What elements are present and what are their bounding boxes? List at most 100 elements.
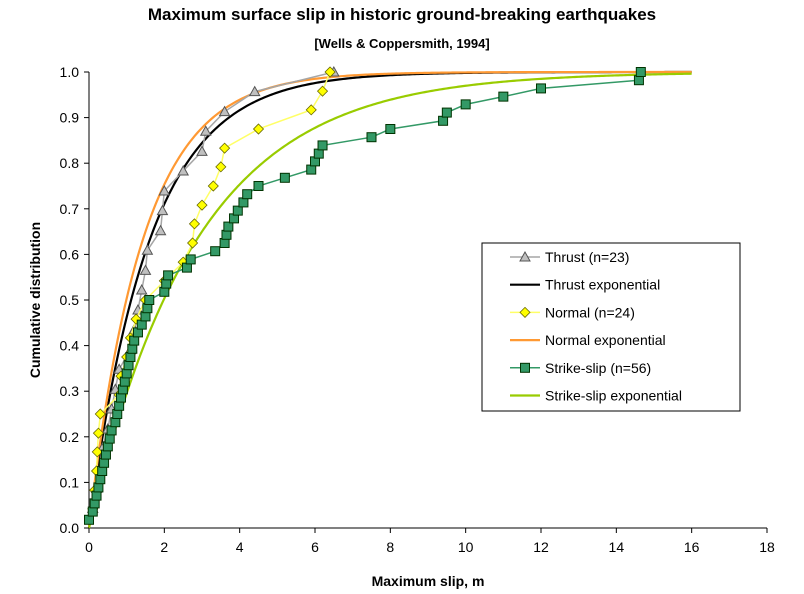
data-point-thrust: [135, 283, 148, 295]
data-point-normal: [207, 180, 219, 192]
y-tick-label: 0.3: [60, 383, 80, 399]
data-point-strike-slip: [253, 181, 264, 191]
data-point-strike-slip: [223, 221, 234, 232]
data-point-thrust: [248, 85, 261, 97]
data-point-normal: [92, 427, 104, 439]
legend-label: Thrust (n=23): [545, 249, 629, 265]
x-tick-label: 18: [759, 539, 775, 555]
data-point-strike-slip: [232, 205, 243, 216]
data-point-strike-slip: [129, 335, 140, 346]
chart-subtitle: [Wells & Coppersmith, 1994]: [314, 36, 490, 51]
curve-normal-exponential: [87, 70, 692, 529]
data-point-strike-slip: [238, 197, 249, 208]
data-point-strike-slip: [136, 319, 147, 330]
data-point-thrust: [196, 145, 208, 156]
y-axis-title: Cumulative distribution: [27, 222, 43, 378]
data-point-strike-slip: [181, 262, 192, 273]
data-point-strike-slip: [87, 506, 98, 517]
data-point-normal: [316, 85, 329, 97]
data-point-strike-slip: [385, 124, 396, 134]
x-tick-label: 8: [386, 539, 394, 555]
data-point-normal: [91, 446, 103, 458]
legend-box: [481, 242, 741, 412]
x-axis-title: Maximum slip, m: [372, 573, 485, 589]
legend-marker: [519, 250, 531, 262]
data-point-strike-slip: [210, 246, 221, 257]
data-point-strike-slip: [93, 482, 104, 493]
legend-item: Thrust exponential: [510, 277, 660, 293]
legend-item: Normal (n=24): [510, 304, 635, 320]
data-point-strike-slip: [142, 303, 153, 314]
curve-strike-slip-exponential: [87, 72, 692, 529]
data-point-strike-slip: [536, 83, 546, 94]
data-point-thrust: [139, 264, 152, 275]
data-point-strike-slip: [441, 107, 452, 118]
legend: Thrust (n=23) Thrust exponential Normal (n…: [481, 242, 741, 412]
fit-curves: [87, 70, 692, 529]
data-point-normal: [219, 142, 231, 154]
x-tick-label: 0: [85, 539, 93, 555]
data-point-strike-slip: [221, 229, 232, 240]
data-point-strike-slip: [121, 368, 132, 379]
data-point-strike-slip: [110, 417, 121, 428]
data-point-thrust: [199, 125, 212, 136]
x-axis: 0 2 4 6 8 10 12 14 16 18: [85, 528, 775, 555]
legend-item: Strike-slip (n=56): [510, 360, 651, 376]
data-point-strike-slip: [125, 352, 136, 362]
legend-item: Normal exponential: [510, 332, 666, 348]
data-point-normal: [324, 66, 336, 78]
chart-title: Maximum surface slip in historic ground-…: [147, 5, 657, 24]
legend-marker: [519, 306, 531, 318]
x-tick-label: 14: [609, 539, 625, 555]
data-point-strike-slip: [438, 115, 449, 126]
x-tick-label: 12: [533, 539, 549, 555]
data-series: [84, 65, 646, 525]
data-point-normal: [196, 199, 208, 211]
data-point-thrust: [156, 204, 169, 216]
legend-marker: [520, 362, 530, 373]
data-point-strike-slip: [635, 67, 646, 77]
y-tick-label: 0.8: [60, 155, 80, 171]
data-point-strike-slip: [498, 91, 509, 102]
data-point-strike-slip: [633, 75, 644, 86]
data-point-thrust: [177, 164, 190, 176]
y-tick-label: 0.6: [60, 246, 80, 262]
legend-label: Thrust exponential: [545, 277, 660, 293]
data-point-normal: [187, 237, 199, 249]
legend-item: Strike-slip exponential: [510, 388, 682, 404]
data-point-thrust: [154, 224, 167, 236]
data-point-strike-slip: [106, 425, 117, 436]
data-point-strike-slip: [163, 270, 174, 281]
legend-label: Strike-slip (n=56): [545, 360, 651, 376]
data-point-strike-slip: [317, 140, 328, 151]
x-tick-label: 6: [311, 539, 319, 555]
data-point-strike-slip: [84, 514, 94, 525]
data-point-strike-slip: [99, 457, 110, 468]
data-point-strike-slip: [161, 278, 172, 289]
legend-label: Strike-slip exponential: [545, 388, 682, 404]
data-point-strike-slip: [97, 466, 108, 476]
data-point-strike-slip: [114, 400, 125, 411]
y-tick-label: 0.7: [60, 201, 80, 217]
x-tick-label: 2: [160, 539, 168, 555]
data-point-strike-slip: [313, 148, 324, 159]
data-point-strike-slip: [116, 392, 127, 403]
data-point-strike-slip: [306, 164, 317, 175]
y-tick-label: 0.5: [60, 292, 80, 308]
data-point-thrust: [158, 184, 171, 196]
data-point-normal: [94, 408, 106, 420]
legend-item: Thrust (n=23): [510, 249, 629, 265]
y-tick-label: 0.1: [60, 474, 80, 490]
data-point-strike-slip: [100, 449, 111, 460]
data-point-strike-slip: [159, 286, 170, 297]
data-point-thrust: [141, 244, 154, 255]
data-point-strike-slip: [366, 132, 377, 143]
legend-label: Normal exponential: [545, 332, 666, 348]
y-axis: 0.0 0.1 0.2 0.3 0.4 0.5 0.6 0.7 0.8 0.9 1.0: [60, 64, 89, 536]
data-point-strike-slip: [279, 172, 290, 183]
data-point-strike-slip: [460, 99, 471, 110]
data-point-strike-slip: [140, 311, 151, 322]
data-point-strike-slip: [144, 295, 155, 305]
data-point-strike-slip: [242, 189, 253, 200]
